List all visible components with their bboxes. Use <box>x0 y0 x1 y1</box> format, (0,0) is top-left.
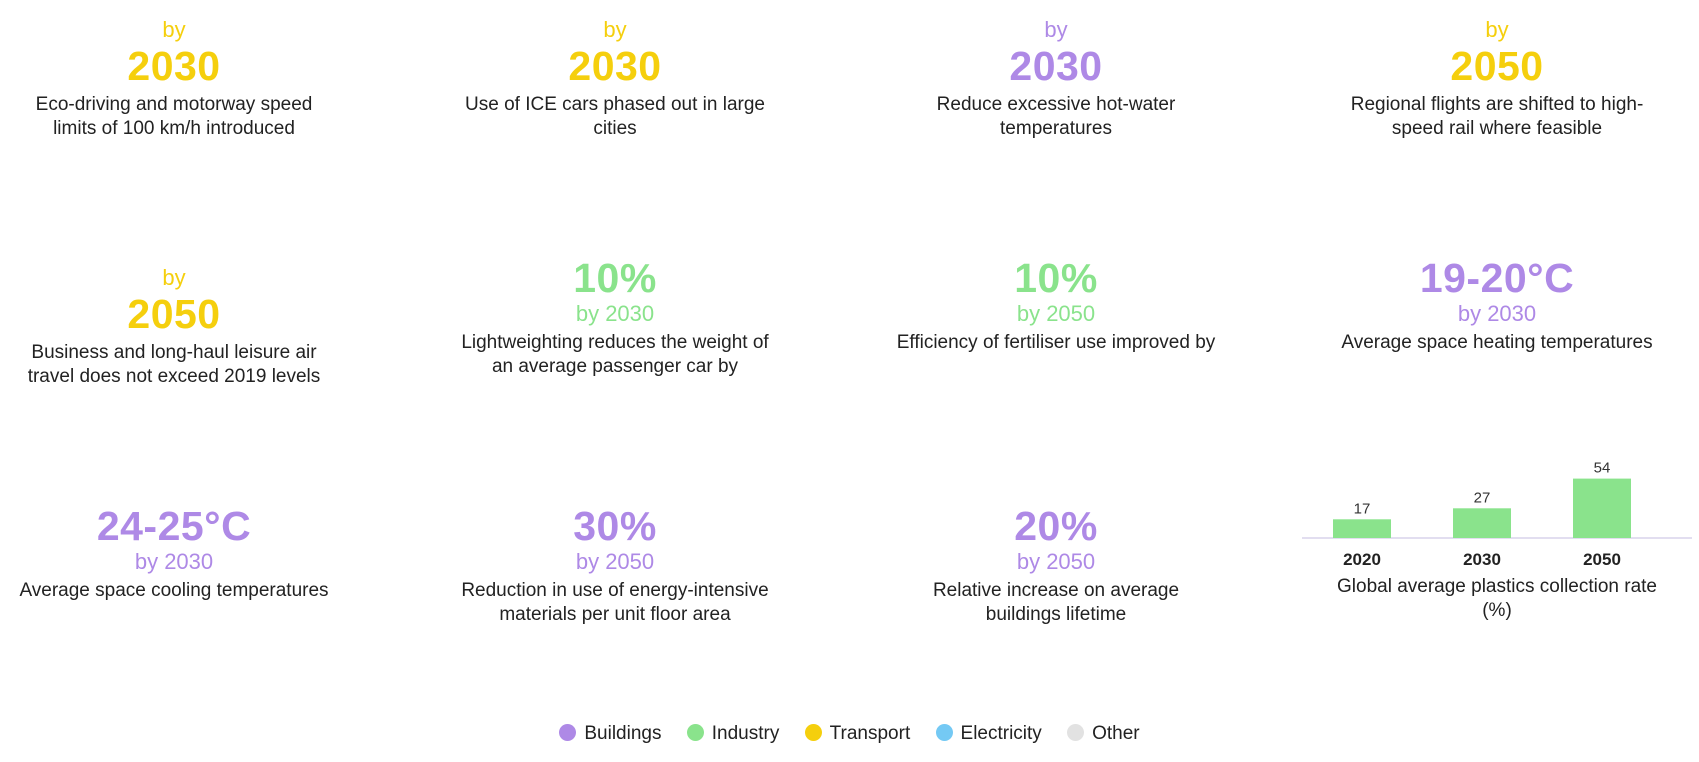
bar-2020 <box>1333 519 1391 538</box>
measure-card-1: by 2030 Eco-driving and motorway speed l… <box>0 17 364 141</box>
measure-card-9: 24-25°C by 2030 Average space cooling te… <box>0 503 364 603</box>
card-description: Eco-driving and motorway speed limits of… <box>35 94 313 139</box>
legend-label: Buildings <box>584 723 662 744</box>
card-prefix: by <box>1044 17 1068 42</box>
plastics-collection-chart: 17 2020 27 2030 54 2050 Global average plasti… <box>1302 460 1692 623</box>
card-description: Average space cooling temperatures <box>19 580 329 601</box>
legend-item-industry: Industry <box>686 722 780 746</box>
legend-label: Industry <box>711 723 780 744</box>
card-value: 2030 <box>127 43 221 89</box>
bar-2050 <box>1573 478 1631 538</box>
card-description: Relative increase on average buildings l… <box>932 580 1180 625</box>
bar-2030 <box>1453 508 1511 538</box>
legend-item-other: Other <box>1067 722 1140 746</box>
legend-item-transport: Transport <box>804 722 911 746</box>
x-tick-label: 2030 <box>1463 550 1501 569</box>
card-prefix: by <box>1485 17 1509 42</box>
measure-card-4: by 2050 Regional flights are shifted to … <box>1307 17 1687 141</box>
card-year: by 2030 <box>1457 301 1537 326</box>
measure-card-11: 20% by 2050 Relative increase on average… <box>866 503 1246 627</box>
card-value: 2030 <box>1009 43 1103 89</box>
legend-item-buildings: Buildings <box>559 722 661 746</box>
measure-card-7: 10% by 2050 Efficiency of fertiliser use… <box>866 255 1246 355</box>
card-description: Reduction in use of energy-intensive mat… <box>461 580 769 625</box>
card-description: Average space heating temperatures <box>1341 332 1653 353</box>
measure-card-2: by 2030 Use of ICE cars phased out in la… <box>425 17 805 141</box>
bar-value-label: 17 <box>1354 500 1371 517</box>
measure-card-5: by 2050 Business and long-haul leisure a… <box>0 265 364 389</box>
card-value: 10% <box>1014 255 1098 301</box>
measures-grid: by 2030 Eco-driving and motorway speed l… <box>0 17 1692 627</box>
card-description: Lightweighting reduces the weight of an … <box>461 332 769 377</box>
card-year: by 2030 <box>575 301 655 326</box>
chart-title: Global average plastics collection rate … <box>1337 576 1658 621</box>
legend-item-electricity: Electricity <box>935 722 1042 746</box>
bar-chart-svg: 17 2020 27 2030 54 2050 <box>1302 460 1692 569</box>
legend-label: Electricity <box>960 723 1042 744</box>
legend-dot-icon <box>935 724 953 741</box>
card-description: Efficiency of fertiliser use improved by <box>896 332 1216 353</box>
card-year: by 2030 <box>134 549 214 574</box>
card-description: Reduce excessive hot-water temperatures <box>936 94 1176 139</box>
measure-card-10: 30% by 2050 Reduction in use of energy-i… <box>425 503 805 627</box>
card-prefix: by <box>603 17 627 42</box>
x-tick-label: 2050 <box>1583 550 1621 569</box>
bar-value-label: 27 <box>1474 489 1491 506</box>
card-description: Business and long-haul leisure air trave… <box>27 342 321 387</box>
legend-dot-icon <box>686 724 704 741</box>
legend-dot-icon <box>1067 724 1085 741</box>
legend-label: Transport <box>829 723 911 744</box>
sector-legend: Buildings Industry Transport Electricity… <box>0 722 1699 746</box>
card-value: 2050 <box>127 291 221 337</box>
card-value: 2050 <box>1450 43 1544 89</box>
measure-card-6: 10% by 2030 Lightweighting reduces the w… <box>425 255 805 379</box>
card-prefix: by <box>162 17 186 42</box>
card-value: 19-20°C <box>1419 255 1575 301</box>
card-year: by 2050 <box>1016 301 1096 326</box>
measure-card-8: 19-20°C by 2030 Average space heating te… <box>1307 255 1687 355</box>
card-year: by 2050 <box>575 549 655 574</box>
card-value: 30% <box>573 503 657 549</box>
card-description: Regional flights are shifted to high-spe… <box>1350 94 1644 139</box>
card-year: by 2050 <box>1016 549 1096 574</box>
card-value: 2030 <box>568 43 662 89</box>
x-tick-label: 2020 <box>1343 550 1381 569</box>
bar-value-label: 54 <box>1594 460 1611 477</box>
card-prefix: by <box>162 265 186 290</box>
card-value: 24-25°C <box>96 503 252 549</box>
measure-card-3: by 2030 Reduce excessive hot-water tempe… <box>866 17 1246 141</box>
legend-label: Other <box>1092 723 1140 744</box>
legend-dot-icon <box>559 724 577 741</box>
card-value: 10% <box>573 255 657 301</box>
legend-dot-icon <box>804 724 822 741</box>
card-value: 20% <box>1014 503 1098 549</box>
card-description: Use of ICE cars phased out in large citi… <box>465 94 765 139</box>
